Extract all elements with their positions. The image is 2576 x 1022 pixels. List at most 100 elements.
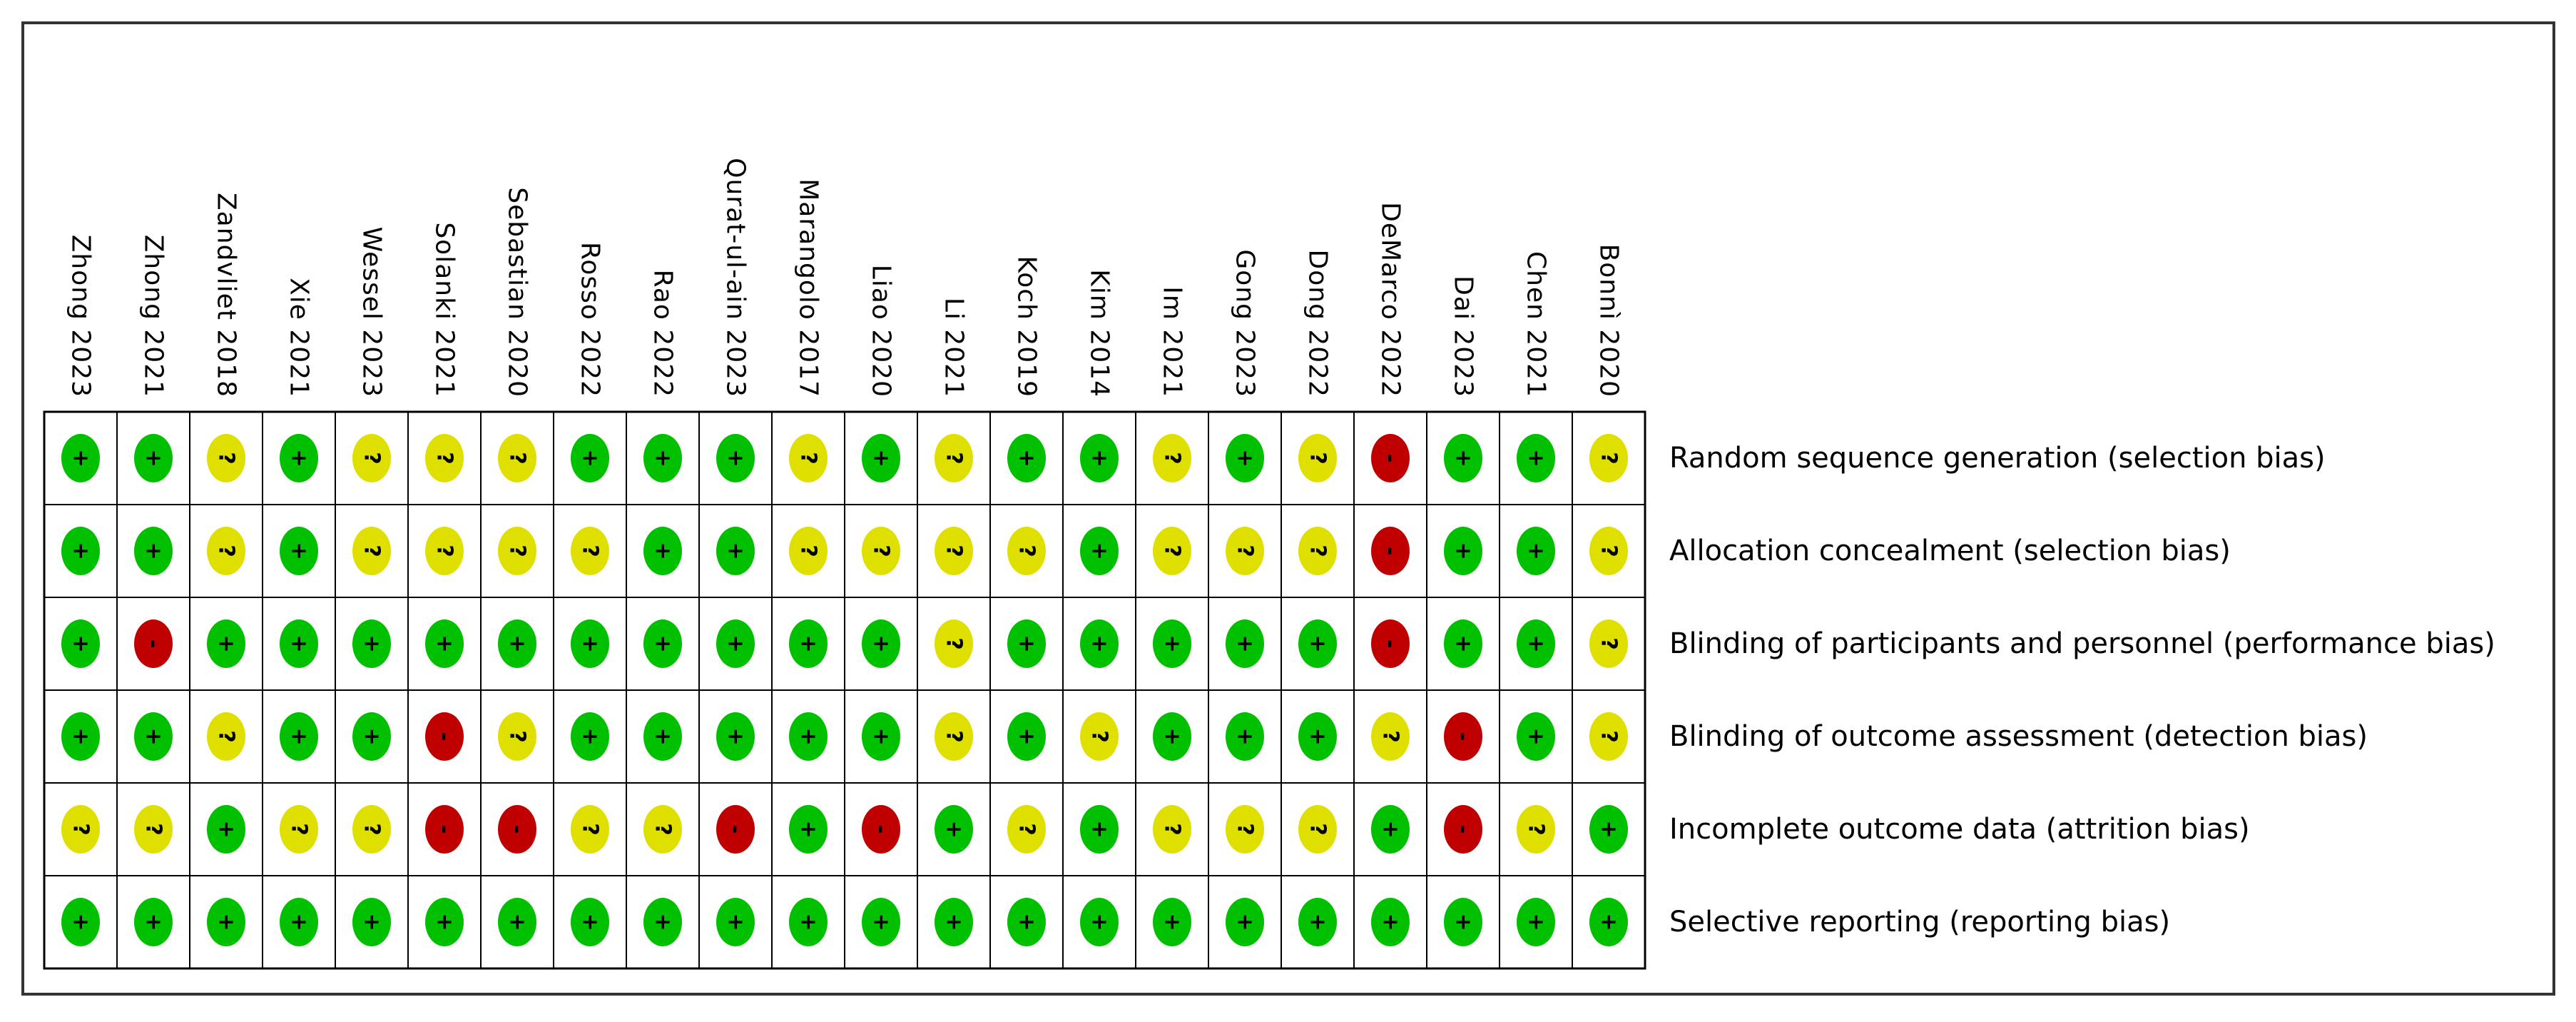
judgement-symbol: + [1451, 542, 1476, 560]
judgement-dot [352, 434, 391, 482]
judgement-marker: ? [425, 527, 464, 575]
judgement-dot [280, 527, 318, 575]
judgement-marker: + [935, 805, 973, 854]
judgement-symbol: + [869, 727, 894, 745]
judgement-symbol: ? [1305, 545, 1330, 557]
judgement-dot [862, 898, 900, 946]
judgement-symbol: - [723, 825, 748, 834]
judgement-symbol: ? [1524, 823, 1549, 835]
judgement-marker: + [207, 805, 245, 854]
judgement-marker: ? [1589, 619, 1628, 668]
judgement-marker: ? [61, 805, 100, 854]
judgement-symbol: + [1597, 820, 1622, 838]
judgement-symbol: + [1160, 727, 1185, 745]
judgement-dot [425, 619, 464, 668]
study-label: DeMarco 2022 [1376, 202, 1405, 398]
judgement-marker: ? [789, 434, 828, 482]
judgement-dot [498, 805, 536, 854]
judgement-dot [643, 434, 682, 482]
judgement-marker: + [1226, 434, 1264, 482]
judgement-marker: + [862, 898, 900, 946]
judgement-marker: ? [498, 712, 536, 761]
study-label: Sebastian 2020 [503, 187, 532, 398]
judgement-marker: ? [1226, 527, 1264, 575]
judgement-marker: + [134, 434, 173, 482]
study-label: Koch 2019 [1012, 256, 1042, 398]
judgement-dot [1153, 434, 1191, 482]
judgement-marker: - [862, 805, 900, 854]
judgement-dot [1080, 527, 1119, 575]
judgement-marker: + [352, 898, 391, 946]
judgement-dot [1444, 712, 1482, 761]
judgement-symbol: + [360, 913, 385, 931]
judgement-marker: + [1589, 805, 1628, 854]
judgement-marker: ? [1298, 805, 1337, 854]
judgement-dot [1444, 805, 1482, 854]
judgement-symbol: ? [505, 730, 530, 742]
study-label: Wessel 2023 [357, 227, 387, 398]
judgement-symbol: ? [1160, 452, 1185, 464]
judgement-symbol: + [1233, 727, 1258, 745]
judgement-symbol: + [578, 727, 603, 745]
judgement-marker: ? [1589, 712, 1628, 761]
judgement-symbol: - [432, 825, 457, 834]
judgement-marker: ? [1153, 434, 1191, 482]
judgement-marker: + [352, 712, 391, 761]
study-label: Kim 2014 [1085, 269, 1114, 398]
judgement-dot [498, 619, 536, 668]
judgement-dot [1298, 805, 1337, 854]
judgement-symbol: + [796, 913, 821, 931]
judgement-marker: + [280, 712, 318, 761]
judgement-symbol: + [1087, 542, 1112, 560]
judgement-dot [1007, 619, 1046, 668]
judgement-marker: - [1371, 619, 1410, 668]
judgement-symbol: + [1014, 634, 1039, 652]
judgement-marker: ? [498, 434, 536, 482]
judgement-marker: ? [498, 527, 536, 575]
judgement-symbol: + [869, 913, 894, 931]
judgement-symbol: - [505, 825, 530, 834]
judgement-marker: ? [352, 434, 391, 482]
judgement-marker: ? [1007, 527, 1046, 575]
judgement-dot [643, 712, 682, 761]
judgement-symbol: + [578, 913, 603, 931]
judgement-dot [1007, 805, 1046, 854]
judgement-dot [1007, 527, 1046, 575]
judgement-dot [571, 434, 609, 482]
judgement-symbol: ? [1233, 823, 1258, 835]
judgement-marker: + [716, 619, 755, 668]
judgement-dot [1589, 712, 1628, 761]
judgement-marker: + [643, 434, 682, 482]
judgement-dot [935, 434, 973, 482]
judgement-symbol: + [651, 913, 676, 931]
judgement-symbol: ? [1597, 452, 1622, 464]
judgement-dot [498, 898, 536, 946]
judgement-marker: + [716, 434, 755, 482]
judgement-dot [207, 805, 245, 854]
judgement-symbol: ? [1597, 637, 1622, 649]
judgement-marker: + [1298, 619, 1337, 668]
judgement-marker: + [789, 898, 828, 946]
judgement-symbol: - [1451, 825, 1476, 834]
judgement-symbol: + [1451, 449, 1476, 467]
judgement-symbol: + [1524, 449, 1549, 467]
judgement-symbol: + [578, 634, 603, 652]
judgement-marker: + [643, 527, 682, 575]
judgement-marker: + [862, 434, 900, 482]
judgement-symbol: ? [360, 545, 385, 557]
judgement-marker: ? [207, 527, 245, 575]
judgement-dot [1589, 619, 1628, 668]
judgement-dot [643, 527, 682, 575]
judgement-marker: + [1153, 619, 1191, 668]
judgement-symbol: ? [869, 545, 894, 557]
judgement-marker: + [1371, 898, 1410, 946]
judgement-dot [425, 712, 464, 761]
study-label: Dai 2023 [1449, 275, 1478, 398]
judgement-marker: + [1080, 619, 1119, 668]
judgement-symbol: ? [942, 730, 967, 742]
study-label: Solanki 2021 [430, 222, 459, 398]
judgement-symbol: + [942, 913, 967, 931]
judgement-symbol: + [1378, 820, 1403, 838]
judgement-symbol: + [287, 913, 312, 931]
judgement-marker: + [862, 712, 900, 761]
